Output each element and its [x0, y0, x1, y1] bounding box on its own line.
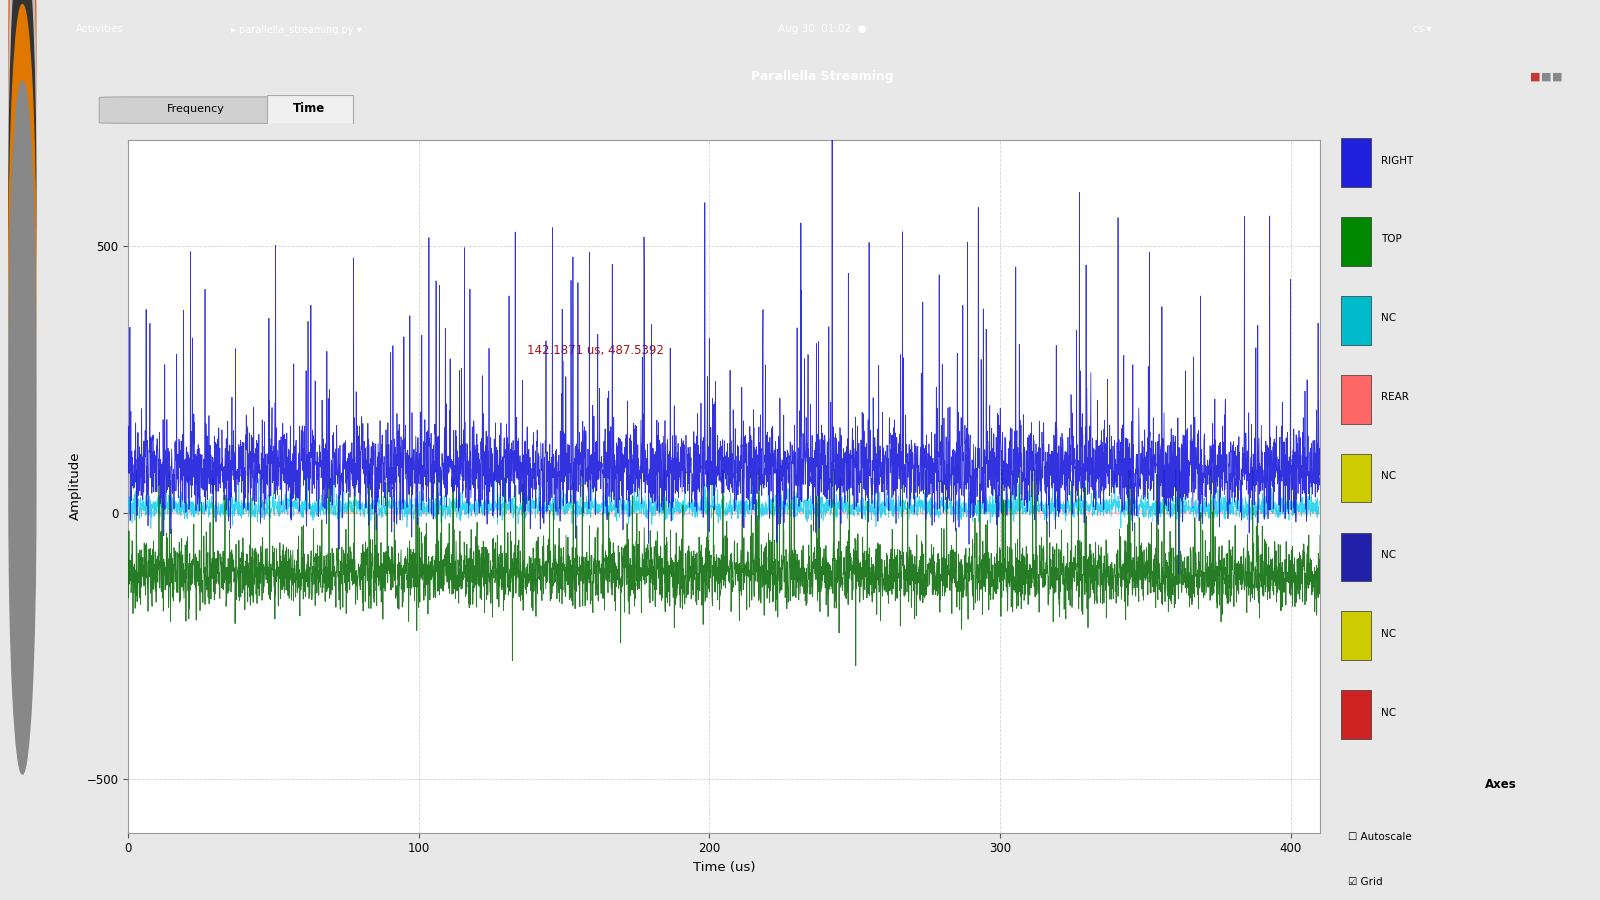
Text: NC: NC [1381, 472, 1395, 482]
Text: TOP: TOP [1381, 235, 1402, 245]
Bar [1341, 296, 1371, 345]
Text: NC: NC [1381, 629, 1395, 639]
Text: ☐ Autoscale: ☐ Autoscale [1349, 832, 1413, 842]
Text: RIGHT: RIGHT [1381, 156, 1413, 166]
Circle shape [10, 0, 35, 392]
Circle shape [10, 158, 35, 698]
Text: ■: ■ [1530, 71, 1541, 82]
Text: ☑ Grid: ☑ Grid [1349, 877, 1382, 887]
Text: NC: NC [1381, 708, 1395, 718]
Y-axis label: Amplitude: Amplitude [69, 452, 82, 520]
Text: ▸ parallella_streaming.py ▾: ▸ parallella_streaming.py ▾ [232, 23, 362, 35]
FancyBboxPatch shape [99, 97, 294, 123]
Bar [1341, 611, 1371, 661]
Bar [1341, 690, 1371, 739]
Text: NC: NC [1381, 313, 1395, 323]
FancyBboxPatch shape [267, 94, 352, 124]
Text: Aug 30  01:02  ●: Aug 30 01:02 ● [778, 24, 867, 34]
Text: Activities: Activities [75, 24, 123, 34]
Bar [1341, 533, 1371, 581]
Text: 142.1871 us, 487.5392: 142.1871 us, 487.5392 [528, 345, 664, 357]
Text: Time: Time [293, 103, 325, 115]
Text: ■: ■ [1552, 71, 1562, 82]
Bar [1341, 138, 1371, 187]
X-axis label: Time (us): Time (us) [693, 860, 755, 874]
Text: NC: NC [1381, 550, 1395, 560]
Bar [1341, 217, 1371, 266]
Text: ■: ■ [1541, 71, 1552, 82]
Circle shape [10, 234, 35, 774]
Text: REAR: REAR [1381, 392, 1408, 402]
Bar [1341, 374, 1371, 424]
Circle shape [10, 0, 35, 468]
Text: Frequency: Frequency [166, 104, 224, 113]
Circle shape [10, 81, 35, 621]
Bar [1341, 454, 1371, 502]
Text: Axes: Axes [1485, 778, 1517, 791]
Circle shape [10, 4, 35, 544]
Text: cs ▾: cs ▾ [1413, 24, 1432, 34]
Text: Parallella Streaming: Parallella Streaming [750, 70, 894, 83]
Circle shape [10, 0, 35, 315]
